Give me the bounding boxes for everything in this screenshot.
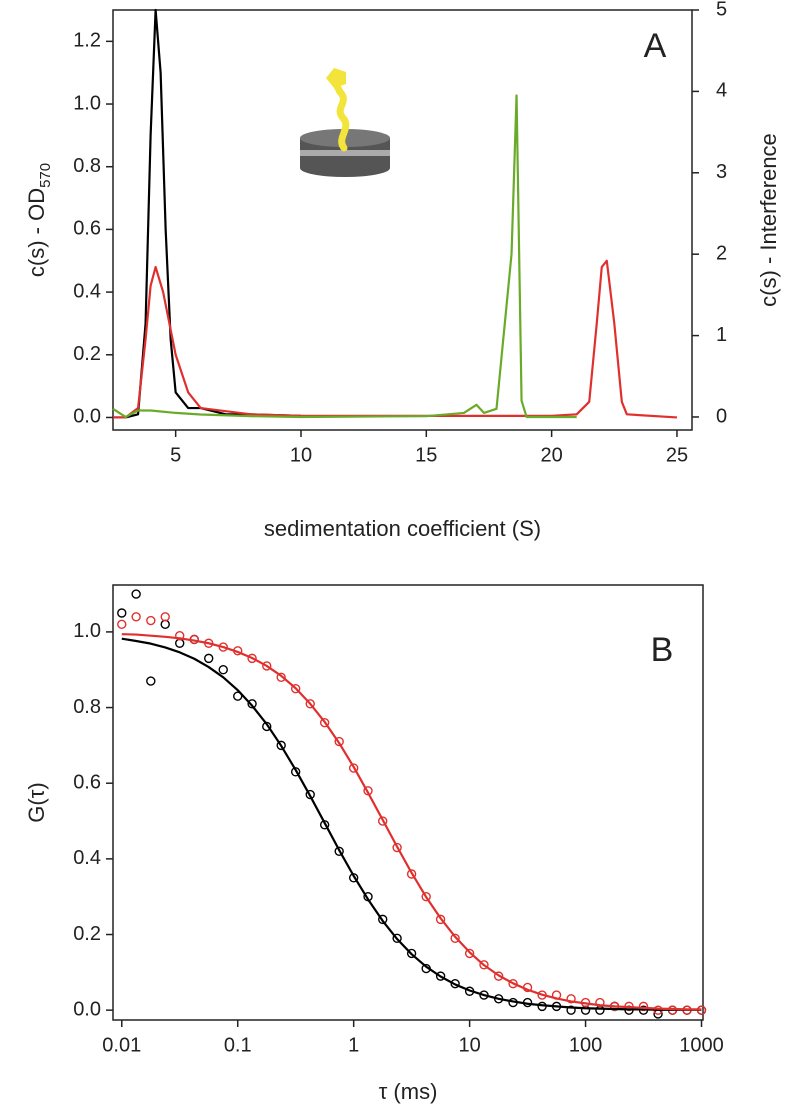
- y-tick-label: 0.2: [73, 343, 101, 365]
- data-point: [334, 736, 344, 747]
- data-point: [435, 914, 446, 925]
- data-point: [334, 846, 344, 856]
- data-point: [160, 612, 170, 622]
- data-point: [479, 960, 489, 970]
- y2-axis-label: c(s) - Interference: [756, 133, 781, 307]
- data-point: [392, 933, 402, 943]
- data-point: [378, 816, 388, 826]
- data-point: [117, 608, 127, 618]
- data-point: [276, 672, 286, 682]
- data-point: [305, 789, 315, 800]
- protein-icon: [300, 68, 390, 177]
- linker: [330, 76, 350, 152]
- x-tick-label: 20: [541, 444, 563, 466]
- y-axis-label-text: G(τ): [24, 782, 49, 822]
- y-tick-label: 0.6: [73, 218, 101, 240]
- data-point: [421, 891, 431, 902]
- data-line: [113, 259, 678, 419]
- y-tick-label: 1.2: [73, 30, 101, 52]
- data-point: [262, 661, 272, 671]
- y-tick-label: 0.8: [73, 155, 101, 177]
- data-point: [233, 691, 243, 701]
- x-tick-label: 5: [170, 444, 181, 466]
- x-tick-label: 15: [415, 444, 437, 466]
- data-line: [113, 8, 302, 419]
- x-tick-label: 1: [348, 1034, 359, 1056]
- y-tick-label: 0.4: [73, 280, 101, 302]
- y-axis-label-text: c(s) - OD: [24, 188, 49, 277]
- disk-side: [300, 138, 390, 177]
- data-point: [290, 683, 301, 694]
- data-point: [566, 994, 576, 1004]
- x-axis-label: sedimentation coefficient (S): [264, 516, 541, 541]
- y-axis-label: c(s) - OD570: [24, 163, 55, 277]
- data-point: [595, 997, 605, 1008]
- data-line: [121, 637, 702, 1011]
- data-point: [276, 740, 286, 751]
- data-point: [305, 699, 315, 709]
- data-point: [247, 653, 257, 664]
- x-tick-label: 10: [290, 444, 312, 466]
- data-point: [378, 914, 388, 925]
- dye: [326, 68, 346, 88]
- data-point: [392, 842, 402, 853]
- data-point: [435, 971, 446, 981]
- y2-tick-label: 5: [716, 0, 727, 20]
- y-tick-label: 1.0: [73, 92, 101, 114]
- data-point: [450, 933, 460, 943]
- data-point: [146, 615, 156, 626]
- data-point: [131, 612, 141, 622]
- y-axis-label: G(τ): [24, 782, 49, 822]
- y2-tick-label: 2: [716, 242, 727, 264]
- y2-tick-label: 4: [716, 80, 727, 102]
- x-tick-label: 10: [458, 1034, 480, 1056]
- panel-label: A: [644, 27, 667, 65]
- data-point: [175, 630, 185, 641]
- y-tick-label: 0.6: [73, 771, 101, 793]
- y-tick-label: 0.4: [73, 847, 101, 869]
- data-point: [508, 978, 518, 989]
- y-tick-label: 0.0: [73, 406, 101, 428]
- data-line: [121, 633, 702, 1011]
- y2-tick-label: 1: [716, 324, 727, 346]
- x-tick-label: 0.1: [224, 1034, 252, 1056]
- plot-frame: [112, 584, 704, 1021]
- data-point: [175, 638, 185, 648]
- data-point: [160, 619, 170, 630]
- panel-label: B: [651, 631, 674, 669]
- y-tick-label: 0.8: [73, 696, 101, 718]
- y-tick-label: 1.0: [73, 620, 101, 642]
- data-point: [319, 717, 330, 728]
- data-point: [493, 971, 504, 981]
- x-axis-label: τ (ms): [379, 1079, 438, 1104]
- y-tick-label: 0.2: [73, 923, 101, 945]
- data-point: [450, 978, 460, 989]
- y-axis-label-subscript: 570: [37, 163, 54, 188]
- data-point: [247, 699, 257, 709]
- x-tick-label: 1000: [679, 1034, 724, 1056]
- data-point: [595, 1005, 605, 1015]
- data-point: [117, 619, 127, 630]
- y2-tick-label: 0: [716, 405, 727, 427]
- data-point: [406, 869, 417, 879]
- x-tick-label: 100: [569, 1034, 602, 1056]
- data-point: [464, 948, 475, 959]
- y2-tick-label: 3: [716, 161, 727, 183]
- plot-frame: [112, 9, 693, 431]
- data-point: [348, 763, 359, 773]
- data-point: [218, 665, 228, 675]
- data-point: [131, 589, 141, 599]
- data-point: [146, 676, 156, 686]
- data-point: [566, 1005, 576, 1015]
- x-tick-label: 0.01: [102, 1034, 141, 1056]
- data-point: [406, 948, 417, 959]
- x-tick-label: 25: [666, 444, 688, 466]
- data-point: [204, 653, 214, 664]
- y-tick-label: 0.0: [73, 998, 101, 1020]
- disk-band: [300, 150, 390, 156]
- data-line: [112, 94, 577, 419]
